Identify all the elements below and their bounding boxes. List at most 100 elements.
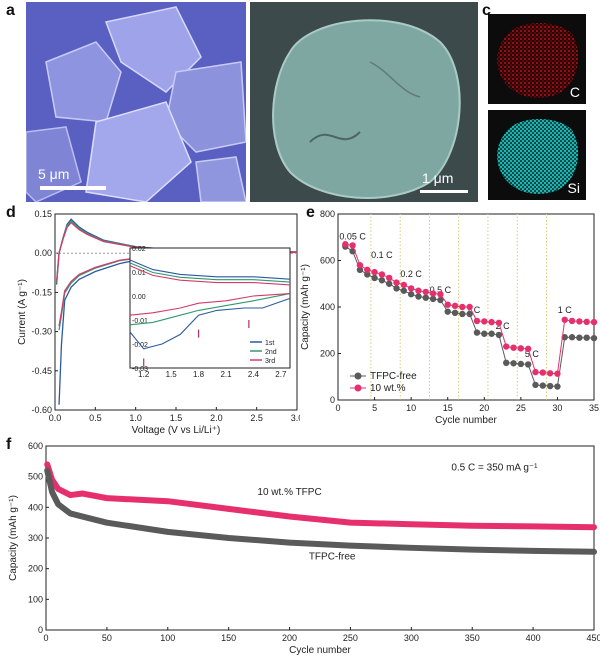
chart-f-xtick-label: 400 xyxy=(526,633,541,643)
chart-e-point xyxy=(466,303,473,311)
chart-e-point xyxy=(517,345,525,352)
chart-d-ytick-label: 0.15 xyxy=(34,209,52,219)
scalebar-label-a: 5 μm xyxy=(38,166,70,182)
chart-d-xtick-label: 1.5 xyxy=(170,413,183,423)
chart-e-legend-marker xyxy=(354,372,362,380)
chart-f-xlabel: Cycle number xyxy=(289,645,351,656)
chart-e-xtick-label: 10 xyxy=(406,403,416,413)
chart-e-point xyxy=(481,318,488,325)
chart-e-point xyxy=(546,382,554,390)
chart-e-point xyxy=(473,329,481,336)
chart-e-ytick-label: 600 xyxy=(320,256,335,266)
chart-e-rate-label: 0.2 C xyxy=(400,269,422,279)
chart-d-ytick-label: -0.60 xyxy=(31,405,52,415)
chart-e-legend-marker xyxy=(354,384,362,392)
chart-d-inset-ytick-label: 0.00 xyxy=(132,294,146,301)
chart-e-point xyxy=(488,330,495,337)
chart-e-point xyxy=(568,334,576,341)
chart-d-inset-xtick-label: 1.2 xyxy=(138,370,150,379)
chart-e-point xyxy=(561,316,568,323)
chart-e-point xyxy=(568,317,576,325)
carbon-particle-map xyxy=(497,22,579,98)
chart-e-point xyxy=(444,301,451,308)
chart-e-point xyxy=(378,271,386,278)
chart-e-point xyxy=(437,296,444,304)
chart-f-ytick-label: 600 xyxy=(28,441,43,451)
panel-letter-d: d xyxy=(6,204,16,221)
chart-d-ytick-label: 0.00 xyxy=(34,248,52,258)
chart-e-point xyxy=(583,318,590,326)
eds-map-silicon: Si xyxy=(488,110,586,200)
chart-e-point xyxy=(576,334,583,341)
chart-d-inset-ytick-label: 0.02 xyxy=(132,246,146,253)
chart-e-point xyxy=(371,274,378,282)
chart-e-point xyxy=(583,334,590,341)
chart-e-rate-label: 5 C xyxy=(525,349,540,359)
chart-f-series-1 xyxy=(44,467,597,555)
chart-d-inset-upper-2nd xyxy=(129,262,291,283)
chart-e-point xyxy=(510,360,517,367)
chart-e-point xyxy=(481,330,488,337)
chart-d-inset-xtick-label: 1.5 xyxy=(166,370,178,379)
chart-d-xtick-label: 0.0 xyxy=(49,413,62,423)
sem-particle-b xyxy=(250,2,478,202)
chart-e-rate-label: 0.05 C xyxy=(339,232,366,242)
chart-d-xlabel: Voltage (V vs Li/Li⁺) xyxy=(132,425,221,436)
chart-e-point xyxy=(546,370,554,377)
chart-e-xlabel: Cycle number xyxy=(435,415,497,426)
chart-d-inset-xtick-label: 2.4 xyxy=(248,370,260,379)
scalebar-label-b: 1 μm xyxy=(422,170,454,186)
panel-letter-e: e xyxy=(306,204,315,221)
chart-e-point xyxy=(495,331,503,339)
chart-f-xtick-label: 50 xyxy=(102,633,112,643)
panel-letter-a: a xyxy=(6,2,15,19)
chart-e-point xyxy=(524,361,532,368)
chart-d-series-3rd xyxy=(55,221,298,327)
chart-d-inset-lower-3rd xyxy=(129,293,291,316)
chart-e-point xyxy=(466,310,473,318)
chart-e-rate-label: 2 C xyxy=(496,321,511,331)
chart-d-inset-legend-label: 1st xyxy=(265,340,274,347)
chart-e-point xyxy=(473,317,481,325)
chart-e-point xyxy=(415,287,422,294)
chart-e-point xyxy=(429,295,437,303)
chart-d-inset-ytick-label: 0.01 xyxy=(132,270,146,277)
chart-e-xtick-label: 20 xyxy=(479,403,489,413)
chart-f-cycling: 0 50 100 150 200 250 300 350 400 450 0 100 200 300 400… xyxy=(8,441,600,656)
chart-e-ytick-label: 200 xyxy=(320,349,335,359)
chart-f-series-label-pink: 10 wt.% TFPC xyxy=(257,487,321,498)
chart-e-point xyxy=(356,261,364,269)
chart-e-point xyxy=(561,334,568,341)
chart-d-inset-legend-label: 3rd xyxy=(265,358,275,365)
chart-e-point xyxy=(364,266,371,273)
chart-e-point xyxy=(539,382,546,389)
chart-f-frame xyxy=(45,445,595,631)
chart-e-rate: 0 5 10 15 20 25 30 35 0 200 400 600 800 Cycle number C… xyxy=(300,209,599,426)
chart-e-point xyxy=(539,369,546,376)
chart-d-inset-lower-1st xyxy=(129,297,291,350)
chart-d-inset-ytick-label: -0.02 xyxy=(132,342,148,349)
chart-f-xtick-label: 150 xyxy=(221,633,236,643)
chart-f-ytick-label: 100 xyxy=(28,594,43,604)
chart-d-ylabel: Current (A g⁻¹) xyxy=(17,279,28,345)
chart-e-rate-label: 1 C xyxy=(466,305,481,315)
chart-e-rate-label: 0.5 C xyxy=(430,285,452,295)
eds-map-carbon: C xyxy=(488,14,586,104)
chart-e-point xyxy=(342,241,349,248)
chart-f-xtick-label: 450 xyxy=(586,633,600,643)
chart-e-point xyxy=(590,334,598,342)
chart-e-ytick-label: 800 xyxy=(320,209,335,219)
chart-e-xtick-label: 35 xyxy=(589,403,599,413)
chart-d-xtick-label: 2.0 xyxy=(210,413,223,423)
chart-e-point xyxy=(495,319,503,327)
chart-f-xtick-label: 300 xyxy=(404,633,419,643)
chart-d-inset-xtick-label: 2.7 xyxy=(275,370,287,379)
chart-d-inset-ytick-label: -0.01 xyxy=(132,318,148,325)
chart-e-point xyxy=(393,279,400,286)
chart-e-point xyxy=(422,288,429,296)
chart-e-point xyxy=(415,293,422,300)
chart-e-xtick-label: 0 xyxy=(335,403,340,413)
chart-e-point xyxy=(386,274,393,282)
chart-e-point xyxy=(429,290,437,297)
chart-e-point xyxy=(451,302,459,310)
